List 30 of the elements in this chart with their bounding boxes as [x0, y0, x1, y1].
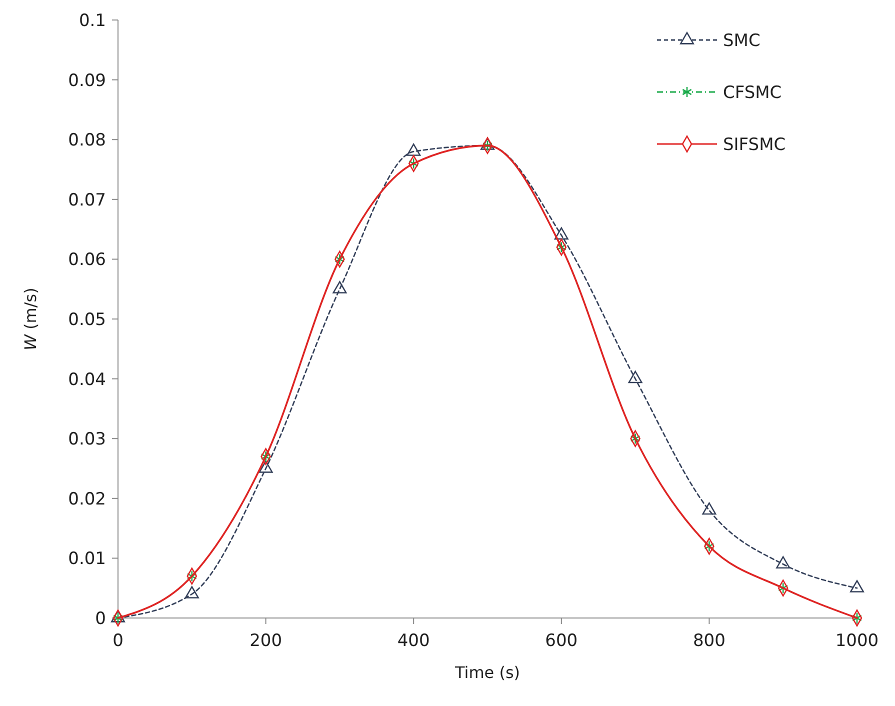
y-tick-label: 0.07	[68, 190, 106, 210]
legend-label: CFSMC	[723, 82, 782, 103]
point	[186, 570, 197, 582]
x-tick-label: 400	[397, 631, 430, 651]
point	[260, 450, 271, 462]
x-tick-label: 800	[692, 631, 726, 651]
y-tick-label: 0.06	[68, 250, 106, 270]
x-axis-title: Time (s)	[454, 663, 520, 682]
point	[704, 540, 714, 552]
x-tick-label: 200	[250, 631, 282, 651]
y-tick-label: 0.08	[68, 130, 106, 151]
point	[334, 254, 345, 265]
point	[482, 140, 492, 152]
x-tick-label: 0	[112, 631, 124, 651]
y-tick-label: 0.04	[68, 370, 106, 390]
x-tick-label: 600	[545, 631, 578, 651]
y-tick-label: 0.1	[78, 10, 106, 31]
y-tick-label: 0.03	[68, 430, 106, 450]
y-tick-label: 0.01	[68, 549, 106, 570]
legend-label: SMC	[723, 30, 760, 51]
y-tick-label: 0.05	[68, 310, 106, 330]
y-tick-label: 0.02	[68, 489, 106, 510]
legend-label: SIFSMC	[723, 134, 786, 155]
x-tick-label: 1000	[835, 631, 879, 651]
point	[630, 432, 640, 444]
point	[556, 242, 566, 253]
y-axis-title: W (m/s)	[21, 288, 40, 350]
y-tick-label: 0.09	[68, 70, 106, 91]
point	[778, 582, 788, 594]
y-tick-label: 0	[95, 608, 106, 629]
